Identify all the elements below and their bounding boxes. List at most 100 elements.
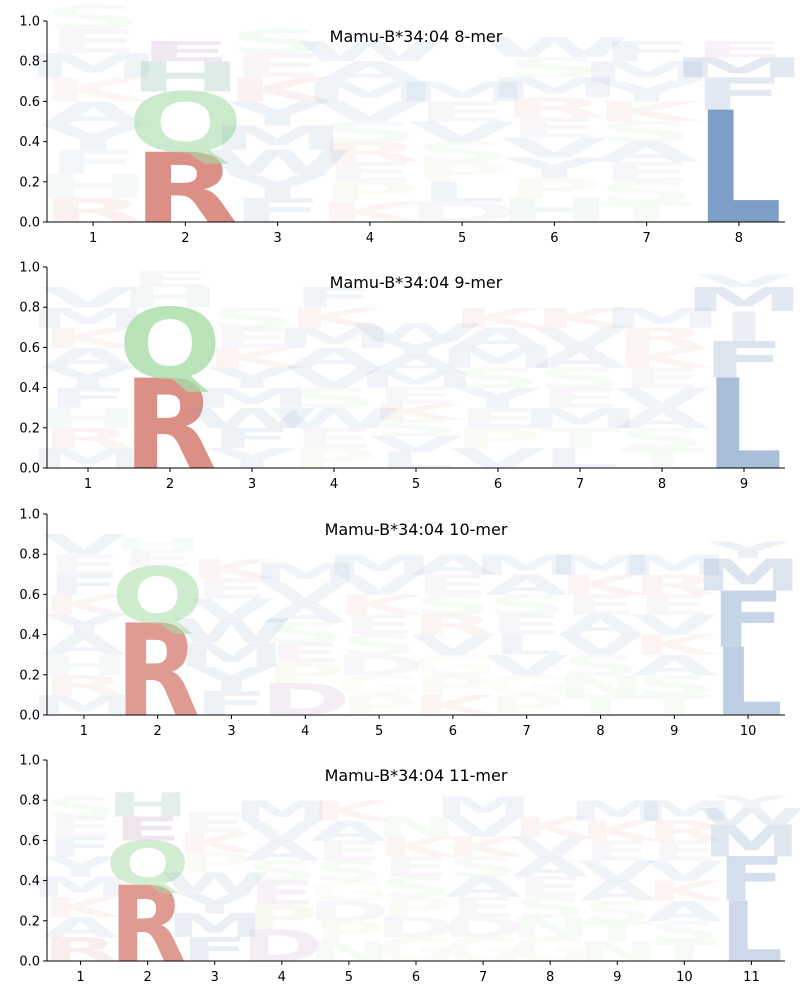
logo-letter: M xyxy=(519,402,640,434)
logo-letter: E xyxy=(46,23,140,61)
logo-letter: S xyxy=(597,177,696,209)
logo-letter: K xyxy=(594,96,705,128)
logo-letter: G xyxy=(408,649,498,681)
logo-letter: T xyxy=(539,422,622,454)
logo-letter: A xyxy=(243,835,321,867)
logo-letter: K xyxy=(287,302,386,334)
logo-letter: V xyxy=(558,629,643,661)
y-tick-label: 0.4 xyxy=(19,135,40,150)
logo-letter: P xyxy=(178,847,251,879)
x-tick-label: 9 xyxy=(613,970,621,985)
logo-letter: E xyxy=(416,569,491,601)
logo-letter: A xyxy=(287,342,381,374)
y-tick-label: 0.2 xyxy=(19,668,40,683)
logo-letter: M xyxy=(232,795,331,827)
logo-letter: V xyxy=(189,593,274,625)
logo-letter: R xyxy=(502,92,607,124)
logo-letter: K xyxy=(41,322,140,354)
logo-letter: F xyxy=(292,282,375,314)
logo-letter: K xyxy=(558,569,647,601)
logo-letter: S xyxy=(581,896,653,928)
logo-letter: M xyxy=(437,342,558,374)
logo-letter: H xyxy=(106,786,189,824)
x-tick-label: 1 xyxy=(89,231,97,246)
logo-letter: I xyxy=(721,304,766,352)
y-tick-label: 1.0 xyxy=(19,261,40,276)
logo-letter: F xyxy=(46,382,129,414)
y-tick-label: 1.0 xyxy=(19,15,40,30)
logo-letter: K xyxy=(451,302,550,334)
logo-letter: R xyxy=(42,669,126,701)
logo-letter: G xyxy=(334,669,424,701)
x-tick-label: 7 xyxy=(479,970,487,985)
logo-letter: M xyxy=(472,549,581,581)
logo-letter: E xyxy=(620,362,703,394)
y-tick-label: 0.8 xyxy=(19,301,40,316)
logo-letter: K xyxy=(225,71,336,109)
x-tick-label: 9 xyxy=(740,477,748,492)
logo-letter: S xyxy=(313,855,385,887)
logo-letter: Y xyxy=(42,119,145,157)
x-tick-label: 10 xyxy=(740,724,757,739)
logo-letter: S xyxy=(561,649,640,681)
logo-letter: Y xyxy=(43,851,118,883)
logo-letter: M xyxy=(694,550,800,601)
logo-letter: A xyxy=(646,896,724,928)
logo-letter: E xyxy=(342,609,417,641)
logo-letter: V xyxy=(501,132,607,164)
logo-letter: E xyxy=(47,549,122,581)
y-tick-label: 0.6 xyxy=(19,95,40,110)
logo-letter: E xyxy=(538,382,621,414)
logo-letter: A xyxy=(484,569,569,601)
logo-letter: E xyxy=(47,811,115,843)
logo-letter: M xyxy=(579,56,715,88)
x-tick-label: 6 xyxy=(449,724,457,739)
logo-letter: E xyxy=(415,96,508,128)
logo-letter: Y xyxy=(190,661,273,699)
logo-letter: M xyxy=(671,52,800,84)
logo-letter: M xyxy=(210,119,346,157)
logo-letter: W xyxy=(479,32,630,64)
y-tick-label: 0.6 xyxy=(19,341,40,356)
logo-letter: W xyxy=(202,144,353,182)
logo-letter: E xyxy=(315,835,383,867)
logo-letter: S xyxy=(321,116,420,148)
logo-letter: S xyxy=(228,23,327,61)
logo-letter: V xyxy=(287,362,381,394)
x-tick-label: 5 xyxy=(458,231,466,246)
logo-letter: M xyxy=(620,549,729,581)
logo-panel: MRHFYAKMVRQHEYFWMYKESPEWSVAMKFLVSKEMAYWV… xyxy=(19,261,800,498)
logo-letter: E xyxy=(563,589,638,621)
x-tick-label: 8 xyxy=(658,477,666,492)
logo-letter: V xyxy=(41,282,135,314)
logo-letter: R xyxy=(615,322,709,354)
logo-letter: E xyxy=(292,422,375,454)
logo-letter: W xyxy=(267,402,401,434)
logo-letter: M xyxy=(31,871,130,903)
logo-letter: S xyxy=(454,362,542,394)
logo-letter: P xyxy=(245,899,318,937)
logo-letter: M xyxy=(325,549,434,581)
logo-letter: F xyxy=(702,332,785,390)
logo-letter: A xyxy=(615,402,709,434)
logo-letter: S xyxy=(536,362,624,394)
logo-letter: A xyxy=(263,597,348,629)
logo-letter: Y xyxy=(227,168,330,206)
logo-letter: K xyxy=(377,831,457,863)
logo-letter: H xyxy=(36,168,151,206)
logo-letter: K xyxy=(189,553,278,585)
logo-letter: M xyxy=(251,557,360,589)
logo-letter: S xyxy=(266,617,345,649)
x-tick-label: 5 xyxy=(375,724,383,739)
logo-letter: S xyxy=(372,415,460,441)
logo-letter: W xyxy=(160,867,270,899)
logo-letter: E xyxy=(248,874,316,912)
logo-letter: M xyxy=(273,322,394,354)
logo-letter: Y xyxy=(596,76,699,108)
logo-letter: H xyxy=(37,402,139,434)
logo-letter: A xyxy=(558,609,643,641)
logo-letter: D xyxy=(334,649,425,681)
logo-letter: S xyxy=(618,422,706,454)
logo-letter: V xyxy=(579,855,657,887)
logo-letter: M xyxy=(27,302,148,334)
